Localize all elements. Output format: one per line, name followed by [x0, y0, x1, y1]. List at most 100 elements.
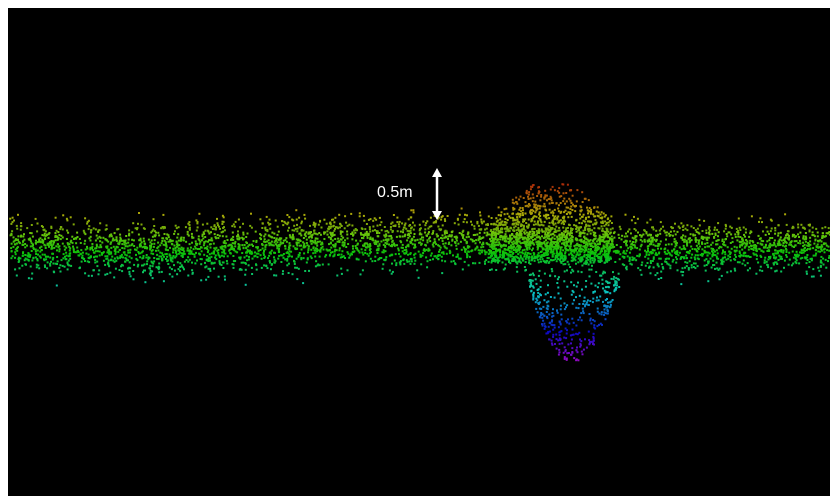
point: [24, 254, 26, 256]
point: [332, 240, 334, 242]
point: [402, 250, 404, 252]
point: [251, 227, 253, 229]
point: [413, 211, 415, 213]
point: [554, 215, 556, 217]
point: [263, 252, 265, 254]
point: [725, 238, 727, 240]
point: [522, 207, 524, 209]
point: [518, 209, 520, 211]
point: [721, 252, 723, 254]
point: [317, 241, 319, 243]
point: [328, 250, 330, 252]
point: [432, 230, 434, 232]
point: [512, 220, 514, 222]
point: [573, 245, 575, 247]
point: [215, 254, 217, 256]
point: [774, 252, 776, 254]
point: [550, 249, 552, 251]
point: [584, 198, 586, 200]
point: [94, 248, 96, 250]
point: [160, 227, 162, 229]
point: [615, 252, 617, 254]
point: [14, 243, 16, 245]
point: [291, 256, 293, 258]
point: [420, 256, 422, 258]
point: [295, 209, 297, 211]
point: [626, 235, 628, 237]
point: [627, 247, 629, 249]
point: [580, 206, 582, 208]
point: [357, 243, 359, 245]
point: [340, 231, 342, 233]
point: [221, 264, 223, 266]
point: [545, 239, 547, 241]
point: [405, 246, 407, 248]
point: [334, 238, 336, 240]
point: [414, 233, 416, 235]
point: [595, 251, 597, 253]
point: [581, 289, 583, 291]
point: [414, 263, 416, 265]
point: [569, 245, 571, 247]
point: [671, 255, 673, 257]
point: [191, 269, 193, 271]
point: [217, 222, 219, 224]
point: [525, 213, 527, 215]
point: [195, 240, 197, 242]
point: [723, 230, 725, 232]
point: [590, 248, 592, 250]
point: [574, 247, 576, 249]
point: [552, 253, 554, 255]
point: [539, 219, 541, 221]
point: [537, 254, 539, 256]
point: [724, 251, 726, 253]
point: [577, 351, 579, 353]
point: [288, 227, 290, 229]
point: [53, 240, 55, 242]
point: [396, 244, 398, 246]
point: [40, 246, 42, 248]
point: [388, 238, 390, 240]
point: [202, 224, 204, 226]
point: [496, 227, 498, 229]
point: [327, 228, 329, 230]
point: [529, 204, 531, 206]
point: [269, 228, 271, 230]
point: [576, 231, 578, 233]
point: [267, 257, 269, 259]
point: [745, 228, 747, 230]
point: [730, 233, 732, 235]
point: [717, 252, 719, 254]
point: [158, 263, 160, 265]
point: [684, 239, 686, 241]
point: [399, 221, 401, 223]
point: [166, 256, 168, 258]
point: [525, 222, 527, 224]
point: [352, 231, 354, 233]
point: [339, 247, 341, 249]
point: [209, 253, 211, 255]
point: [178, 226, 180, 228]
point: [776, 270, 778, 272]
point: [631, 219, 633, 221]
point: [510, 238, 512, 240]
point: [611, 236, 613, 238]
point: [15, 253, 17, 255]
point: [18, 261, 20, 263]
point: [166, 233, 168, 235]
point: [524, 233, 526, 235]
point: [825, 235, 827, 237]
point: [664, 248, 666, 250]
point: [822, 236, 824, 238]
point: [74, 251, 76, 253]
point: [189, 259, 191, 261]
point: [98, 273, 100, 275]
point: [61, 259, 63, 261]
point: [146, 263, 148, 265]
point: [167, 259, 169, 261]
point: [303, 243, 305, 245]
point: [805, 257, 807, 259]
point: [332, 255, 334, 257]
point: [598, 248, 600, 250]
point: [175, 252, 177, 254]
